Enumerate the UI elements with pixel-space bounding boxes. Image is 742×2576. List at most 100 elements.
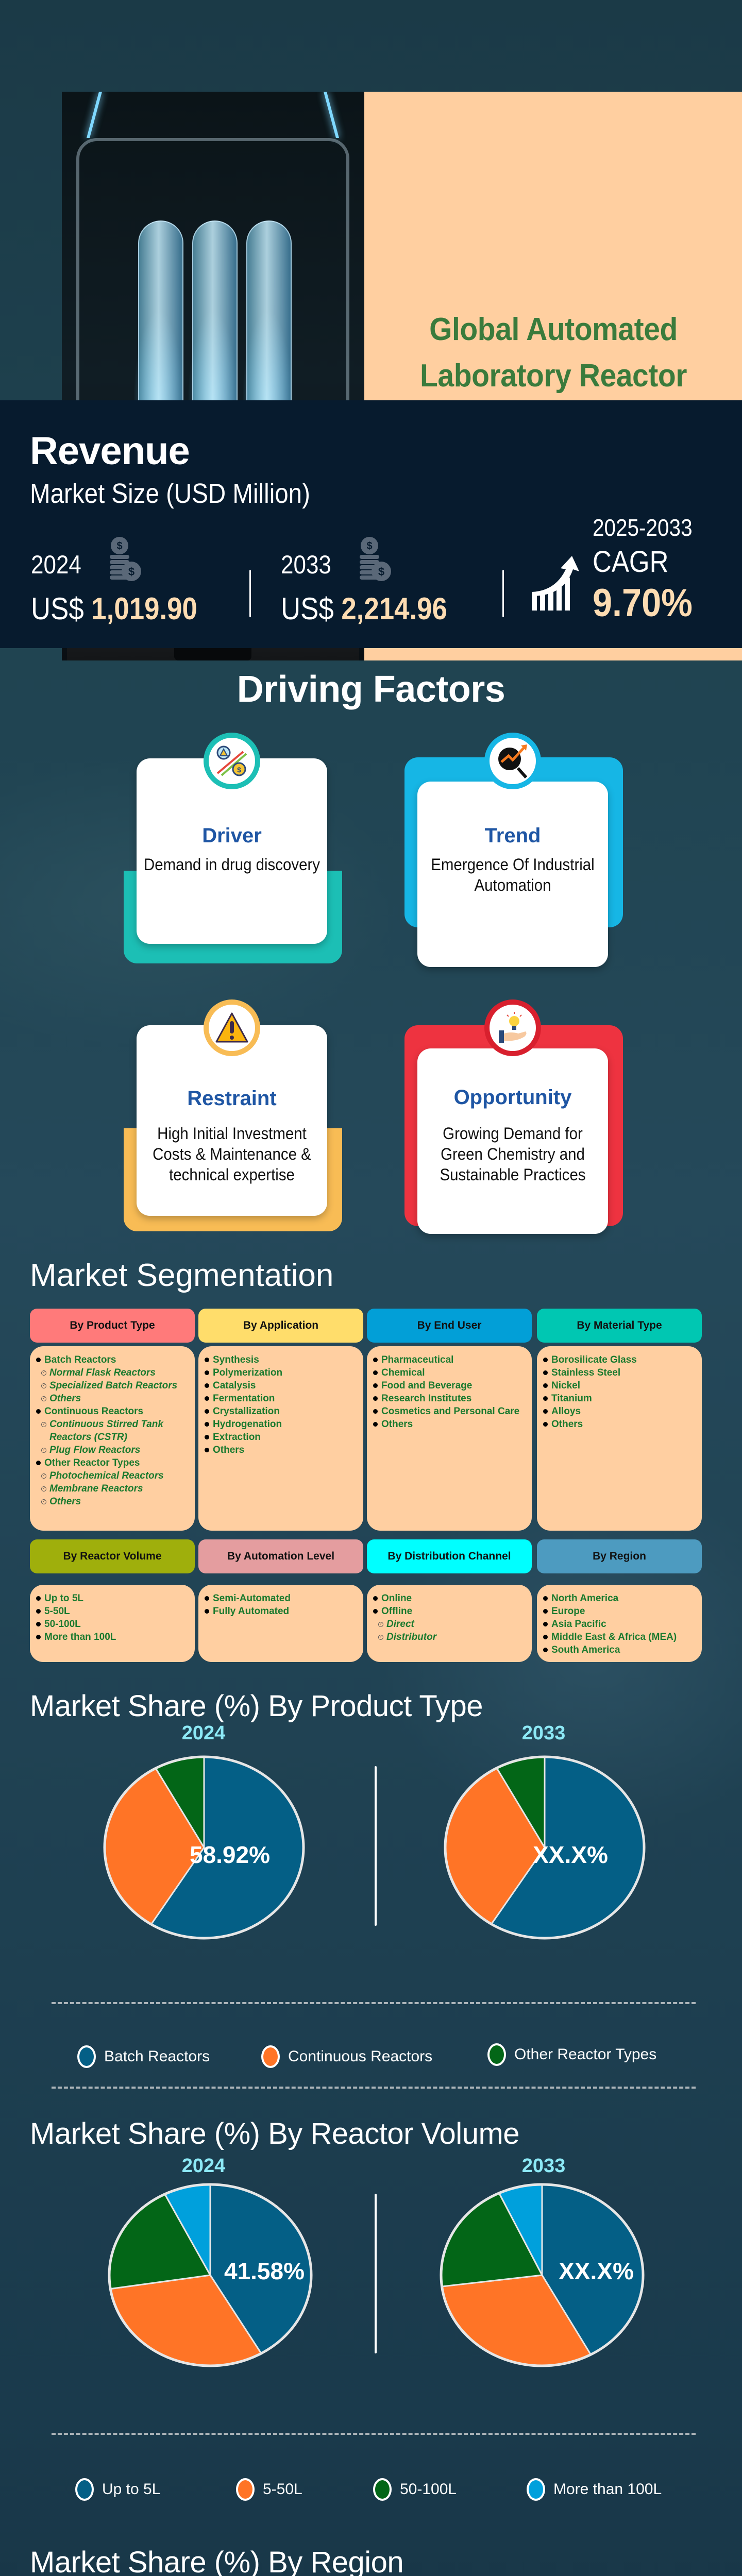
segment-item-label: Others	[381, 1419, 413, 1430]
segment-item-label: South America	[551, 1645, 620, 1655]
bullet-icon	[543, 1409, 548, 1414]
segment-item-label: 50-100L	[44, 1619, 81, 1630]
segment-list-item: Alloys	[543, 1405, 697, 1418]
bullet-icon	[543, 1383, 548, 1388]
card-body	[137, 1025, 327, 1216]
segment-list: Online Offline ✓ Direct ✓ Distributor	[367, 1585, 532, 1662]
ceiling-light	[86, 92, 103, 138]
revenue-value-2033: US$ 2,214.96	[281, 591, 447, 626]
segment-item-label: Others	[551, 1419, 583, 1430]
segment-list-item: ✓ Others	[36, 1392, 190, 1405]
card-body	[137, 758, 327, 944]
card-text: High Initial Investment Costs & Maintena…	[153, 1124, 311, 1184]
segment-item-label: Extraction	[213, 1432, 261, 1443]
legend-item-other-reactor-types: Other Reactor Types	[487, 2043, 656, 2066]
warning-triangle-icon	[215, 1012, 248, 1043]
segment-item-label: Fermentation	[213, 1393, 275, 1404]
segment-list: Synthesis Polymerization Catalysis Fermenta…	[198, 1346, 363, 1531]
driving-factors-title: Driving Factors	[237, 669, 505, 710]
legend-separator	[52, 2433, 696, 2435]
bullet-icon	[205, 1435, 209, 1439]
svg-text:$: $	[116, 540, 122, 552]
revenue-year: 2024	[31, 550, 81, 579]
segment-list-item: ✓ Distributor	[373, 1631, 527, 1643]
segment-list-item: ✓ Normal Flask Reactors	[36, 1366, 190, 1379]
segment-item-label: Photochemical Reactors	[49, 1470, 164, 1481]
bullet-icon	[543, 1422, 548, 1427]
segment-list-item: North America	[543, 1592, 697, 1605]
bullet-icon	[36, 1635, 41, 1639]
year-label-2024: 2024	[181, 2155, 226, 2177]
segment-list-item: ✓ Others	[36, 1495, 190, 1508]
card-heading: Driver	[202, 824, 262, 847]
bullet-icon	[205, 1396, 209, 1401]
product-type-share-title: Market Share (%) By Product Type	[30, 1689, 483, 1723]
magnifier-trend-icon	[498, 744, 528, 778]
pie-data-label: 41.58%	[224, 2258, 305, 2284]
segment-list-item: Up to 5L	[36, 1592, 190, 1605]
card-text: Demand in drug discovery	[143, 855, 320, 874]
segment-list-item: Middle East & Africa (MEA)	[543, 1631, 697, 1643]
segment-header: By Region	[537, 1539, 702, 1573]
bullet-icon	[36, 1358, 41, 1362]
segment-item-label: Up to 5L	[44, 1593, 83, 1604]
restraint-card: Restraint High Initial Investment Costs …	[124, 999, 342, 1231]
pie-data-label: XX.X%	[559, 2258, 634, 2284]
segment-item-label: Catalysis	[213, 1380, 256, 1391]
segment-item-label: Synthesis	[213, 1354, 259, 1365]
segmentation-title: Market Segmentation	[30, 1258, 334, 1293]
bullet-icon	[543, 1648, 548, 1652]
pie-chart-product-type-2024: 58.92%	[103, 1755, 305, 1940]
check-bullet-icon: ✓	[41, 1396, 46, 1401]
cagr-period: 2025-2033	[593, 514, 693, 541]
bullet-icon	[543, 1358, 548, 1362]
segment-list-item: Chemical	[373, 1366, 527, 1379]
legend-item-batch-reactors: Batch Reactors	[77, 2045, 210, 2068]
year-label-2033: 2033	[521, 2155, 566, 2177]
segment-item-label: Normal Flask Reactors	[49, 1367, 156, 1378]
segment-list-item: Continuous Reactors	[36, 1405, 190, 1418]
segment-item-label: Stainless Steel	[551, 1367, 621, 1378]
coins-dollar-icon: $ $	[110, 537, 141, 581]
segment-item-label: Specialized Batch Reactors	[49, 1380, 178, 1391]
card-text: Emergence Of Industrial Automation	[431, 855, 595, 894]
lightbulb-hand-icon	[499, 1012, 527, 1043]
bullet-icon	[543, 1622, 548, 1626]
bullet-icon	[543, 1370, 548, 1375]
legend-swatch	[236, 2478, 255, 2501]
segment-item-label: Others	[213, 1445, 245, 1455]
legend-swatch	[261, 2045, 280, 2068]
svg-text:$: $	[128, 565, 134, 578]
segment-item-label: Plug Flow Reactors	[49, 1445, 141, 1455]
bullet-icon	[36, 1609, 41, 1614]
check-bullet-icon: ✓	[378, 1622, 383, 1627]
bullet-icon	[36, 1409, 41, 1414]
card-heading: Restraint	[187, 1087, 277, 1110]
legend-label: Batch Reactors	[104, 2048, 210, 2065]
segment-item-label: Fully Automated	[213, 1606, 290, 1617]
segment-list: Batch Reactors ✓ Normal Flask Reactors ✓ Spe…	[30, 1346, 195, 1531]
check-bullet-icon: ✓	[41, 1370, 46, 1376]
segment-list-item: Offline	[373, 1605, 527, 1618]
segment-list-item: ✓ Direct	[373, 1618, 527, 1631]
revenue-amount: 2,214.96	[341, 591, 447, 626]
divider	[502, 570, 504, 617]
legend-label: Up to 5L	[102, 2481, 161, 2498]
svg-text:$: $	[237, 766, 241, 774]
segment-list-item: Others	[373, 1418, 527, 1431]
ceiling-light	[323, 92, 340, 138]
segment-list-item: Fully Automated	[205, 1605, 358, 1618]
bullet-icon	[373, 1422, 378, 1427]
segment-item-label: Cosmetics and Personal Care	[381, 1406, 520, 1417]
pie-chart-reactor-volume-2033: XX.X%	[440, 2183, 645, 2367]
segment-item-label: Hydrogenation	[213, 1419, 282, 1430]
segment-header: By Automation Level	[198, 1539, 363, 1573]
region-share-title: Market Share (%) By Region	[30, 2546, 404, 2576]
segment-list-item: ✓ Membrane Reactors	[36, 1482, 190, 1495]
segment-list-item: Research Institutes	[373, 1392, 527, 1405]
segment-list: Up to 5L 5-50L 50-100L More than 100L	[30, 1585, 195, 1662]
legend-item-50-100l: 50-100L	[373, 2478, 457, 2501]
svg-text:$: $	[378, 565, 384, 578]
revenue-year: 2033	[281, 550, 331, 579]
legend-item-5-50l: 5-50L	[236, 2478, 302, 2501]
